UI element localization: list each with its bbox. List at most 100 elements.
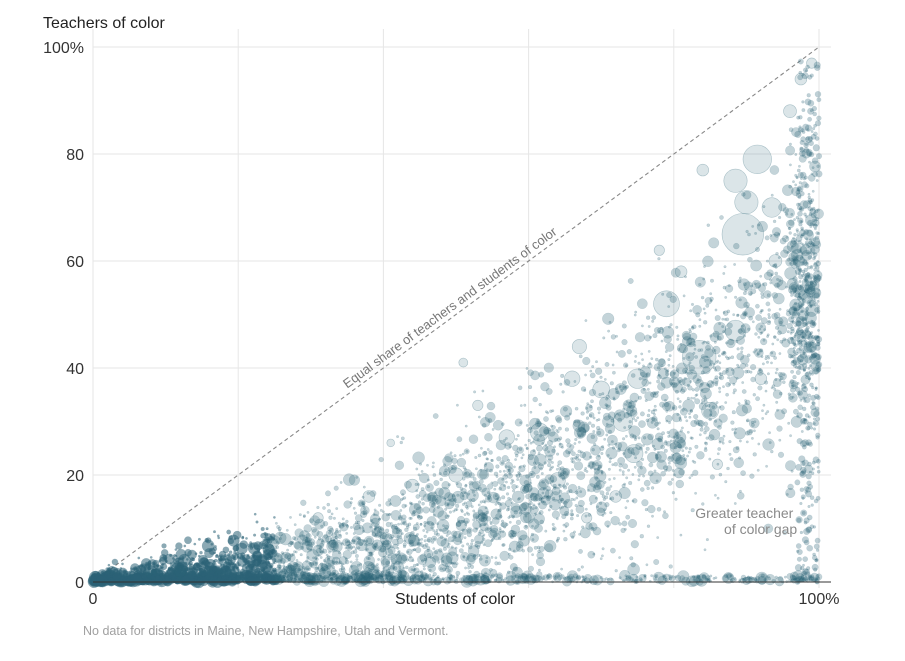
district-point	[799, 359, 804, 363]
district-point	[210, 542, 214, 546]
district-point	[631, 473, 635, 476]
district-point	[667, 480, 673, 486]
district-point	[426, 546, 431, 550]
district-point	[362, 504, 366, 508]
district-point	[719, 215, 724, 220]
district-point	[657, 437, 663, 443]
district-point	[360, 574, 364, 577]
district-point	[506, 472, 513, 479]
district-point	[431, 535, 438, 542]
district-point	[759, 309, 763, 313]
district-point	[384, 537, 388, 541]
district-point	[306, 510, 310, 514]
district-point	[761, 417, 765, 420]
district-point	[471, 490, 475, 494]
district-point	[161, 543, 167, 549]
district-point	[703, 395, 707, 398]
district-point	[384, 573, 388, 578]
district-point	[596, 430, 602, 436]
district-point	[628, 480, 633, 486]
district-point	[423, 577, 426, 580]
district-point	[420, 537, 424, 541]
district-point	[483, 450, 488, 456]
district-point	[607, 467, 611, 471]
district-point	[795, 370, 801, 375]
district-point	[416, 542, 422, 547]
district-point	[611, 446, 616, 450]
district-point	[686, 396, 690, 400]
district-point	[792, 374, 797, 380]
district-point	[458, 548, 464, 554]
district-point	[695, 393, 699, 397]
district-point	[481, 422, 487, 428]
district-point	[724, 401, 728, 404]
district-point	[380, 570, 384, 574]
district-point	[501, 543, 505, 547]
district-point	[435, 487, 444, 497]
district-point	[669, 323, 673, 327]
district-point	[799, 398, 803, 402]
district-point	[726, 573, 734, 581]
district-point	[706, 380, 715, 388]
district-point	[485, 516, 492, 522]
district-point	[789, 579, 793, 583]
district-point	[750, 284, 753, 288]
district-point	[444, 453, 454, 463]
district-point	[262, 567, 265, 571]
district-point	[501, 455, 509, 462]
district-point	[361, 502, 365, 506]
district-point	[654, 391, 658, 395]
district-point	[736, 352, 745, 361]
district-point	[423, 534, 427, 539]
district-point	[796, 329, 801, 334]
district-point	[421, 501, 425, 506]
district-point	[504, 465, 508, 468]
district-point	[647, 451, 659, 464]
district-point	[717, 425, 722, 430]
district-point	[338, 574, 346, 581]
district-point	[597, 411, 601, 415]
district-point	[597, 467, 600, 471]
district-point	[545, 486, 551, 492]
district-point	[505, 508, 510, 512]
district-point	[531, 440, 535, 444]
district-point	[649, 472, 662, 485]
district-point	[332, 550, 342, 560]
district-point	[521, 453, 525, 457]
district-point	[778, 438, 782, 442]
district-point	[807, 393, 812, 398]
district-point	[370, 577, 374, 581]
district-point	[727, 356, 731, 360]
district-point	[558, 494, 562, 498]
district-point	[747, 256, 753, 263]
district-point	[696, 575, 701, 580]
district-point	[665, 419, 669, 423]
district-point	[632, 434, 637, 439]
district-point	[314, 518, 326, 530]
district-point	[371, 573, 376, 578]
district-point	[644, 507, 649, 512]
district-point	[509, 498, 513, 501]
district-point	[419, 472, 430, 484]
district-point	[740, 362, 746, 369]
district-point	[464, 483, 468, 487]
district-point	[432, 413, 439, 419]
district-point	[491, 428, 495, 431]
district-point	[447, 483, 451, 487]
district-point	[319, 556, 323, 559]
district-point	[365, 565, 369, 569]
district-point	[657, 436, 664, 442]
district-point	[320, 574, 326, 579]
district-point	[401, 514, 407, 520]
district-point	[478, 554, 491, 567]
district-point	[557, 483, 561, 487]
district-point	[289, 565, 293, 569]
district-point	[560, 567, 563, 571]
district-point	[773, 231, 781, 238]
district-point	[416, 563, 420, 566]
district-point	[375, 570, 379, 575]
district-point	[667, 435, 671, 438]
district-point	[789, 379, 795, 384]
district-point	[532, 461, 537, 465]
district-point	[798, 285, 804, 292]
